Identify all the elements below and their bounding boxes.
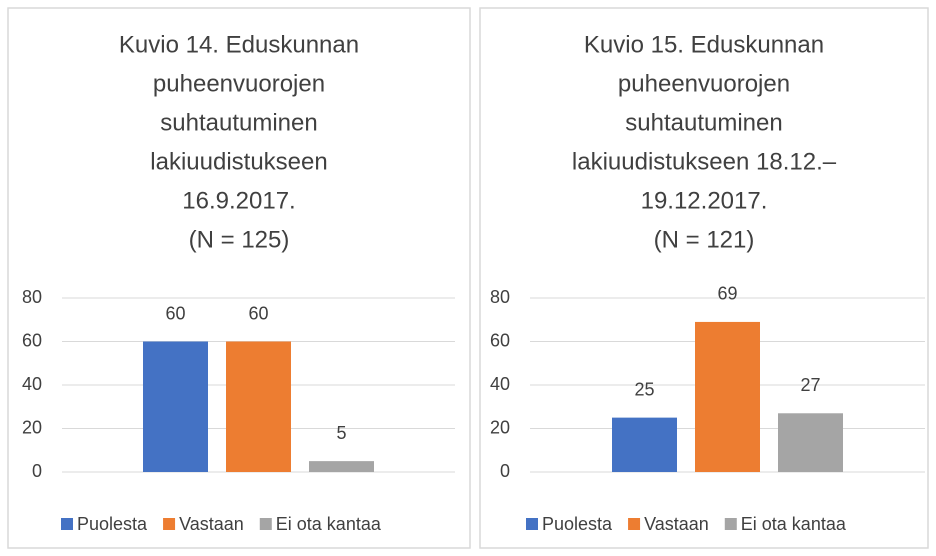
legend-label: Vastaan [179, 514, 244, 534]
legend-swatch [526, 518, 538, 530]
legend-swatch [628, 518, 641, 530]
chart-title: 19.12.2017. [641, 187, 768, 214]
bar [695, 321, 760, 472]
data-label: 25 [634, 379, 654, 399]
y-tick-label: 0 [500, 461, 510, 481]
chart-title: puheenvuorojen [153, 70, 325, 97]
y-tick-label: 20 [22, 417, 42, 437]
y-tick-label: 60 [22, 330, 42, 350]
panel-border [479, 7, 929, 549]
chart-title: lakiuudistukseen 18.12.– [572, 148, 837, 175]
legend-label: Puolesta [77, 514, 148, 534]
legend-label: Ei ota kantaa [276, 514, 382, 534]
data-label: 60 [248, 303, 268, 323]
chart-title: 16.9.2017. [182, 187, 295, 214]
data-label: 69 [717, 284, 737, 304]
legend-label: Ei ota kantaa [741, 514, 847, 534]
y-tick-label: 40 [490, 374, 510, 394]
legend-swatch [61, 518, 73, 530]
bar [226, 341, 291, 472]
legend-label: Puolesta [542, 514, 613, 534]
chart-subtitle: (N = 125) [189, 226, 290, 253]
chart-title: lakiuudistukseen [150, 148, 327, 175]
chart-title: suhtautuminen [160, 109, 317, 136]
chart-title: puheenvuorojen [618, 70, 790, 97]
panel-border [7, 7, 471, 549]
data-label: 27 [800, 375, 820, 395]
legend-swatch [724, 518, 737, 530]
bar [612, 417, 677, 472]
y-tick-label: 60 [490, 330, 510, 350]
chart-title: Kuvio 15. Eduskunnan [584, 31, 824, 58]
legend-label: Vastaan [644, 514, 709, 534]
y-tick-label: 80 [22, 287, 42, 307]
chart-title: suhtautuminen [625, 109, 782, 136]
legend-swatch [163, 518, 176, 530]
y-tick-label: 80 [490, 287, 510, 307]
data-label: 5 [336, 423, 346, 443]
bar [778, 413, 843, 472]
chart-subtitle: (N = 121) [654, 226, 755, 253]
data-label: 60 [165, 303, 185, 323]
bar [143, 341, 208, 472]
y-tick-label: 0 [32, 461, 42, 481]
chart-title: Kuvio 14. Eduskunnan [119, 31, 359, 58]
bar [309, 461, 374, 472]
legend-swatch [259, 518, 272, 530]
y-tick-label: 40 [22, 374, 42, 394]
y-tick-label: 20 [490, 417, 510, 437]
